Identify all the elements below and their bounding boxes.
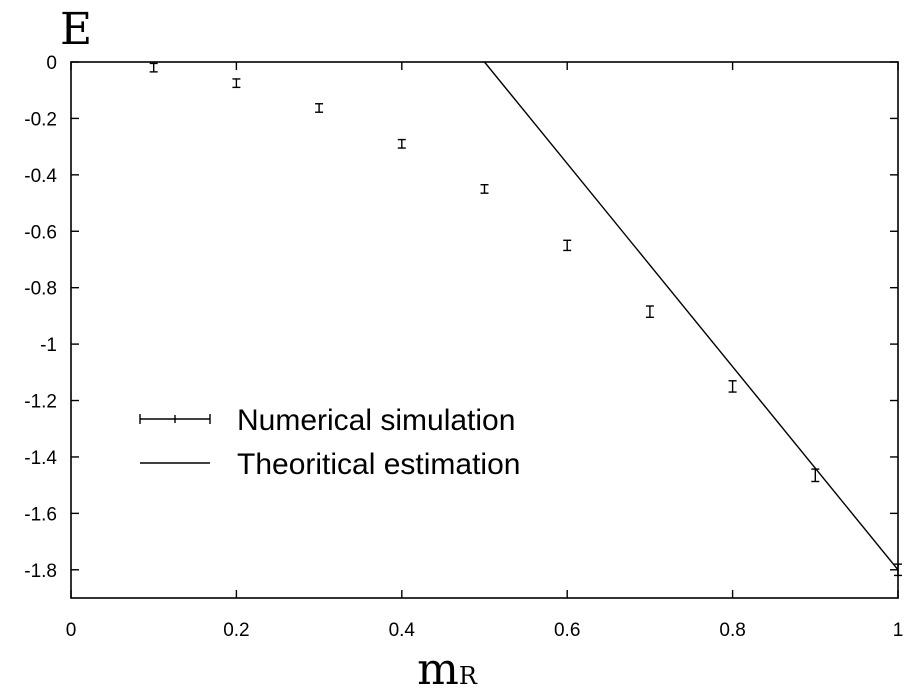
axis-ticks: 0 0.2 0.4 0.6 0.8 1 0 -0.2 -0.4 -0.6 -0.8 -1 -1.2 -1.… — [24, 53, 903, 641]
data-point — [232, 78, 241, 89]
x-tick-label: 0 — [66, 620, 77, 641]
legend-label-theoretical: Theoritical estimation — [237, 448, 520, 481]
x-tick-label: 1 — [893, 620, 904, 641]
data-point — [645, 305, 654, 319]
data-point — [563, 239, 572, 252]
theory-line — [483, 61, 899, 571]
legend-errorbar-symbol — [139, 414, 211, 424]
y-tick-label: -0.6 — [24, 222, 57, 243]
x-tick-label: 0.8 — [719, 620, 745, 641]
data-point — [811, 468, 820, 483]
x-tick-label: 0.4 — [389, 620, 416, 641]
data-point — [894, 563, 902, 577]
x-axis-title: mR — [417, 644, 478, 694]
x-axis-title-subscript: R — [459, 662, 478, 690]
x-axis-title-main: m — [417, 644, 459, 694]
legend: Numerical simulation Theoritical estimat… — [139, 404, 520, 481]
data-point — [728, 380, 737, 393]
plot-frame — [70, 61, 899, 599]
y-axis-title: E — [60, 4, 92, 55]
y-tick-label: -0.2 — [24, 109, 57, 130]
simulation-series — [149, 62, 902, 577]
data-point — [149, 62, 158, 73]
y-tick-label: -0.8 — [24, 279, 57, 300]
data-point — [315, 103, 324, 113]
y-tick-label: 0 — [46, 53, 57, 74]
y-tick-label: -1.4 — [24, 448, 57, 469]
data-point — [397, 138, 406, 149]
theory-series — [483, 61, 899, 571]
y-tick-label: -1.2 — [24, 392, 57, 413]
y-tick-label: -0.4 — [24, 166, 57, 187]
y-tick-label: -1 — [40, 335, 57, 356]
x-tick-label: 0.6 — [554, 620, 580, 641]
y-tick-label: -1.8 — [24, 561, 57, 582]
legend-label-numerical: Numerical simulation — [237, 404, 515, 437]
data-point — [480, 184, 489, 194]
y-tick-label: -1.6 — [24, 504, 57, 525]
x-tick-label: 0.2 — [223, 620, 249, 641]
